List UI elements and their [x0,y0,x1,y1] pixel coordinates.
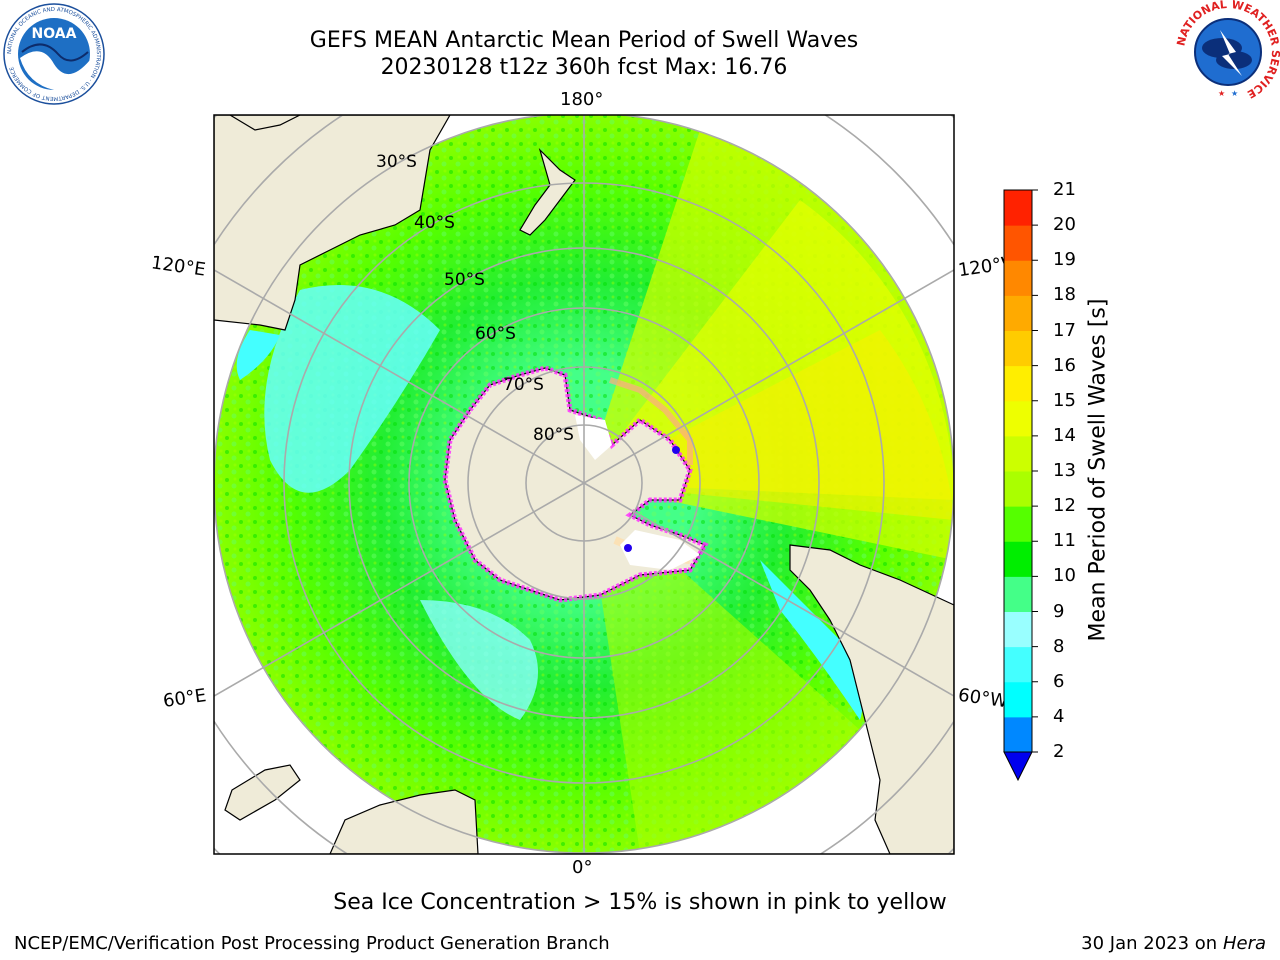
colorbar-segment [1004,471,1032,507]
lat-label-50s: 50°S [444,270,485,290]
colorbar-tick-label: 8 [1053,635,1065,657]
new-zealand-land [519,147,576,236]
colorbar-segment [1004,190,1032,226]
machine-name: Hera [1222,933,1266,954]
map-subtitle: 20230128 t12z 360h fcst Max: 16.76 [380,55,788,80]
colorbar-segment [1004,506,1032,542]
africa-land [329,789,479,854]
run-date: 30 Jan 2023 on Hera [1081,933,1266,954]
madagascar-land [224,764,301,821]
svg-text:★: ★ [1231,89,1238,98]
run-date-text: 30 Jan 2023 on [1081,933,1218,954]
colorbar-tick-label: 9 [1053,600,1065,622]
map-frame [213,114,955,855]
colorbar-segment [1004,365,1032,402]
colorbar-tick-label: 17 [1053,319,1076,341]
sea-ice-fringe [442,365,709,603]
credit-text: NCEP/EMC/Verification Post Processing Pr… [14,933,610,954]
noaa-logo-text: NOAA [32,26,77,42]
colorbar-tick-label: 16 [1053,354,1076,376]
colorbar [1003,189,1038,782]
colorbar-tick-label: 2 [1053,741,1065,762]
colorbar-segment [1004,576,1032,612]
lat-label-80s: 80°S [533,425,574,445]
map-area [214,115,954,854]
colorbar-label: Mean Period of Swell Waves [s] [1085,298,1111,642]
colorbar-segment [1004,295,1032,331]
colorbar-segment [1004,260,1032,296]
lat-label-30s: 30°S [376,152,417,172]
colorbar-tick-label: 10 [1053,565,1076,587]
colorbar-tick-label: 11 [1053,530,1076,552]
svg-text:★: ★ [1218,89,1225,98]
colorbar-segment [1004,330,1032,367]
colorbar-tick-label: 12 [1053,495,1076,517]
ice-shelf-weddell [620,530,700,570]
lat-label-60s: 60°S [475,324,516,344]
colorbar-tick-label: 14 [1053,424,1076,446]
colorbar-tick-label: 15 [1053,389,1076,411]
colorbar-tick-label: 19 [1053,249,1076,271]
south-america-land [789,544,954,854]
colorbar-segment [1004,646,1032,683]
lon-label-180: 180° [560,89,604,110]
colorbar-segment [1004,611,1032,648]
colorbar-segment [1004,716,1032,753]
colorbar-segment [1004,400,1032,437]
colorbar-tick-label: 6 [1053,670,1065,692]
colorbar-segment [1004,225,1032,261]
colorbar-segment [1004,681,1032,718]
colorbar-tick-label: 20 [1053,214,1076,236]
graticule [214,115,954,854]
sea-ice-note: Sea Ice Concentration > 15% is shown in … [333,890,947,915]
colorbar-segment [1004,435,1032,472]
land-masses [214,115,954,854]
australia-land [214,115,451,331]
colorbar-tick-label: 21 [1053,179,1076,200]
noaa-logo: NATIONAL OCEANIC AND ATMOSPHERIC ADMINIS… [3,3,105,105]
colorbar-segment [1004,541,1032,577]
colorbar-tick-label: 18 [1053,284,1076,306]
map-title: GEFS MEAN Antarctic Mean Period of Swell… [309,28,859,53]
lat-label-40s: 40°S [414,213,455,233]
lat-label-70s: 70°S [503,375,544,395]
colorbar-tick-label: 13 [1053,460,1076,481]
colorbar-tick-label: 4 [1053,705,1065,727]
lon-label-0: 0° [572,857,593,878]
colorbar-extend-triangle [1003,751,1033,782]
